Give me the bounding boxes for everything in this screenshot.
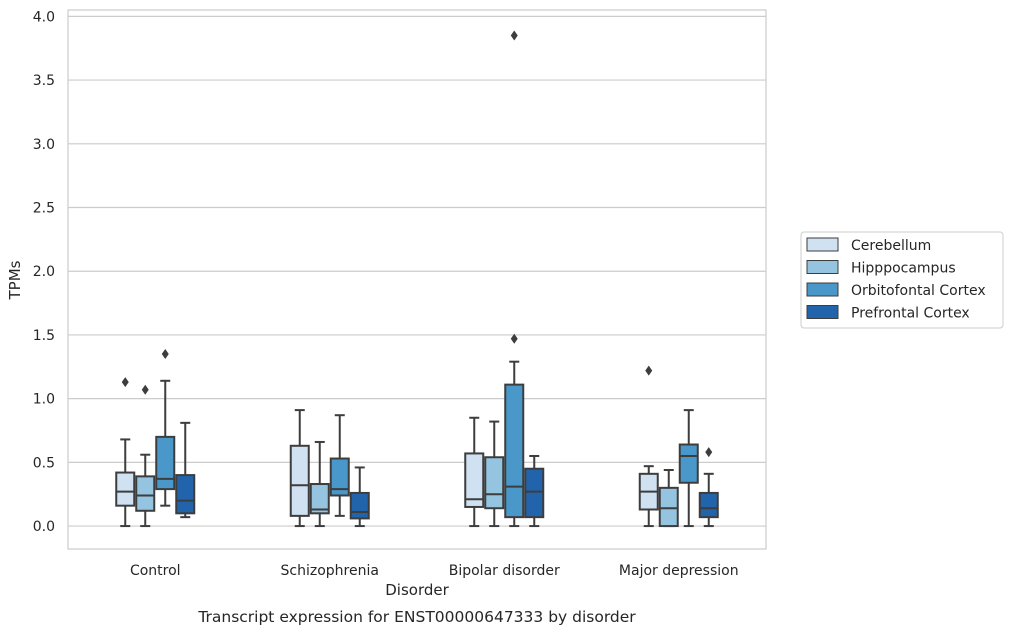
box-iqr: [349, 491, 370, 520]
box-iqr: [329, 457, 350, 497]
box-group: [678, 409, 699, 528]
box-iqr: [504, 383, 525, 519]
y-tick-label: 3.5: [33, 73, 55, 89]
outlier-point: [141, 384, 149, 395]
box-group: [698, 447, 719, 528]
chart-caption: Transcript expression for ENST0000064733…: [197, 608, 636, 626]
x-tick-label: Control: [130, 563, 181, 579]
box-group: [484, 420, 505, 528]
box-group: [115, 377, 136, 528]
outlier-point: [645, 365, 653, 376]
box-iqr: [115, 471, 136, 507]
box-group: [638, 365, 659, 528]
x-tick-label: Major depression: [619, 563, 739, 579]
y-axis-label: TPMs: [6, 260, 24, 300]
x-axis-ticks: Control Schizophrenia Bipolar disorder Majo…: [130, 563, 739, 579]
box-iqr: [309, 483, 330, 515]
x-tick-label: Bipolar disorder: [449, 563, 560, 579]
legend-swatch: [806, 260, 839, 274]
box-group: [289, 409, 310, 528]
x-tick-label: Schizophrenia: [281, 563, 379, 579]
box-group: [464, 416, 485, 528]
legend: Cerebellum Hipppocampus Orbitofontal Corte…: [800, 231, 1004, 329]
y-tick-label: 2.5: [33, 201, 55, 217]
y-tick-label: 1.0: [33, 392, 55, 408]
box-iqr: [155, 435, 176, 491]
legend-label: Cerebellum: [851, 238, 931, 254]
box-group: [329, 414, 350, 517]
box-group: [658, 468, 679, 528]
outlier-point: [510, 30, 518, 41]
y-tick-label: 1.5: [33, 328, 55, 344]
legend-frame: [800, 231, 1004, 329]
box-group: [135, 384, 156, 528]
legend-swatch: [806, 305, 839, 319]
box-iqr: [678, 443, 699, 484]
box-iqr: [484, 456, 505, 510]
y-tick-label: 0.0: [33, 519, 55, 535]
box-group: [155, 349, 176, 507]
box-group: [524, 454, 545, 528]
box-iqr: [698, 491, 719, 519]
box-iqr: [289, 444, 310, 517]
outlier-point: [510, 333, 518, 344]
y-tick-label: 3.0: [33, 137, 55, 153]
plot-area-frame: [67, 9, 767, 550]
box-iqr: [658, 486, 679, 528]
box-group: [349, 466, 370, 528]
outlier-point: [161, 349, 169, 360]
y-tick-label: 2.0: [33, 264, 55, 280]
box-group: [504, 30, 525, 528]
box-iqr: [524, 467, 545, 519]
y-axis-ticks: 0.0 0.5 1.0 1.5 2.0 2.5 3.0 3.5 4.0: [33, 9, 55, 535]
y-tick-label: 4.0: [33, 9, 55, 25]
y-tick-label: 0.5: [33, 455, 55, 471]
legend-label: Orbitofontal Cortex: [851, 283, 986, 299]
legend-swatch: [806, 237, 839, 252]
boxes-layer: [115, 30, 719, 528]
box-iqr: [175, 474, 196, 515]
outlier-point: [705, 447, 713, 458]
box-iqr: [135, 475, 156, 512]
legend-swatch: [806, 282, 839, 297]
box-group: [175, 421, 196, 519]
box-iqr: [464, 452, 485, 508]
legend-label: Hipppocampus: [851, 261, 956, 277]
outlier-point: [121, 377, 129, 388]
x-axis-label: Disorder: [385, 581, 449, 599]
box-group: [309, 440, 330, 528]
legend-label: Prefrontal Cortex: [851, 306, 970, 322]
